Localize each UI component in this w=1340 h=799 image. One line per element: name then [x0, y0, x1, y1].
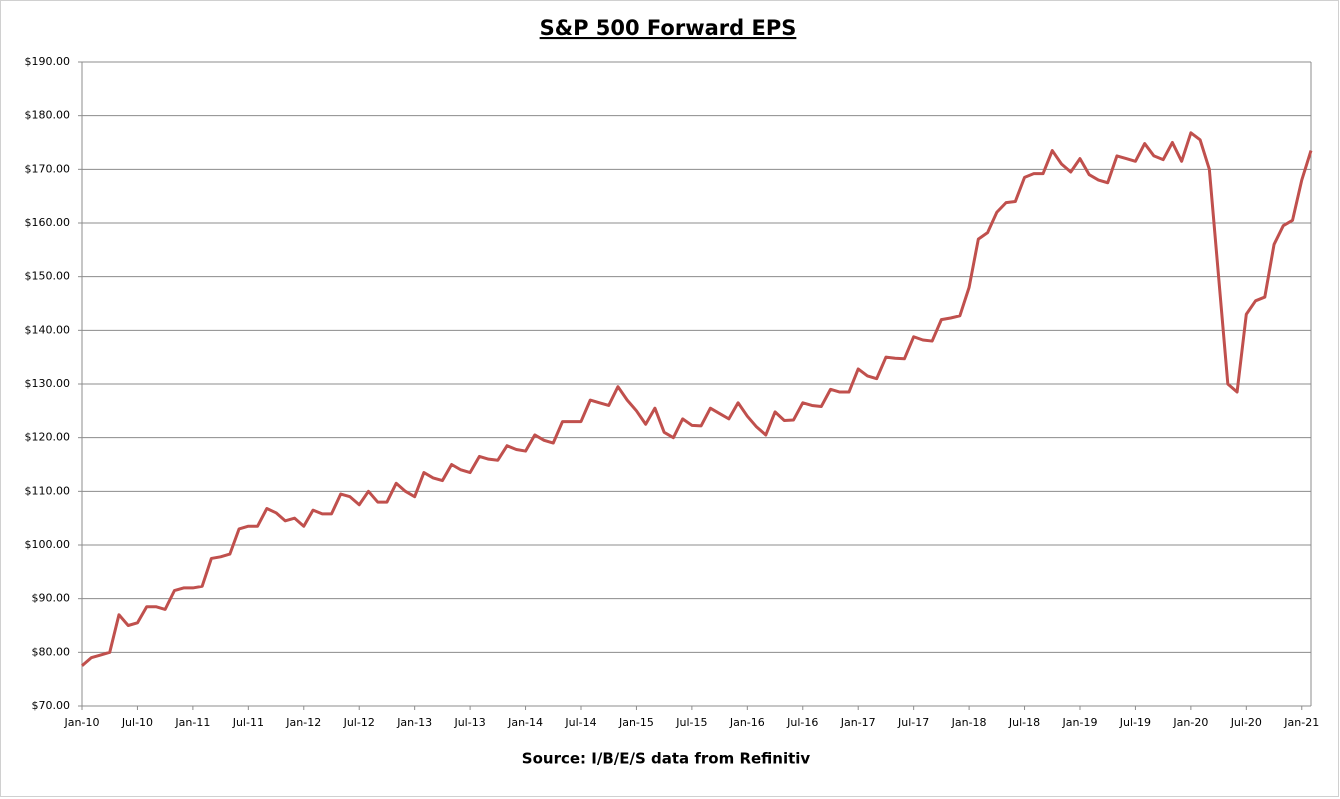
y-tick-label: $100.00 — [25, 538, 71, 551]
x-tick-label: Jul-20 — [1230, 716, 1262, 729]
y-tick-label: $180.00 — [25, 109, 71, 122]
data-line — [81, 131, 1313, 667]
x-tick-label: Jul-14 — [564, 716, 596, 729]
x-tick-label: Jan-14 — [507, 716, 543, 729]
y-tick-label: $70.00 — [32, 699, 71, 712]
y-tick-label: $130.00 — [25, 377, 71, 390]
x-tick-label: Jul-16 — [786, 716, 818, 729]
chart-title: S&P 500 Forward EPS — [540, 16, 797, 40]
x-tick-label: Jan-17 — [840, 716, 876, 729]
x-tick-label: Jul-10 — [121, 716, 153, 729]
y-tick-label: $190.00 — [25, 55, 71, 68]
x-tick-label: Jul-19 — [1119, 716, 1151, 729]
source-note: Source: I/B/E/S data from Refinitiv — [522, 750, 811, 768]
x-tick-label: Jul-11 — [232, 716, 264, 729]
y-tick-label: $160.00 — [25, 216, 71, 229]
y-tick-label: $170.00 — [25, 162, 71, 175]
x-tick-label: Jul-17 — [897, 716, 929, 729]
y-tick-label: $140.00 — [25, 323, 71, 336]
x-tick-label: Jul-18 — [1008, 716, 1040, 729]
x-tick-label: Jul-13 — [453, 716, 485, 729]
x-tick-label: Jul-12 — [343, 716, 375, 729]
y-tick-label: $90.00 — [32, 592, 71, 605]
x-tick-label: Jan-19 — [1062, 716, 1098, 729]
x-tick-label: Jan-18 — [951, 716, 987, 729]
y-tick-label: $120.00 — [25, 431, 71, 444]
x-tick-label: Jul-15 — [675, 716, 707, 729]
y-tick-label: $80.00 — [32, 645, 71, 658]
x-tick-label: Jan-11 — [174, 716, 210, 729]
y-tick-label: $110.00 — [25, 484, 71, 497]
x-tick-label: Jan-20 — [1172, 716, 1208, 729]
x-tick-label: Jan-15 — [618, 716, 654, 729]
y-tick-label: $150.00 — [25, 270, 71, 283]
x-tick-label: Jan-12 — [285, 716, 321, 729]
x-tick-label: Jan-21 — [1283, 716, 1319, 729]
x-tick-label: Jan-13 — [396, 716, 432, 729]
x-tick-label: Jan-10 — [64, 716, 100, 729]
x-tick-label: Jan-16 — [729, 716, 765, 729]
